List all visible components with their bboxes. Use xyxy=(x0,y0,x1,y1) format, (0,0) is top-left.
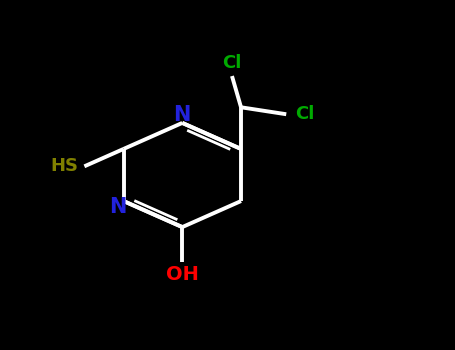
Text: Cl: Cl xyxy=(296,105,315,123)
Text: N: N xyxy=(109,197,127,217)
Text: OH: OH xyxy=(166,266,199,285)
Text: N: N xyxy=(174,105,191,125)
Text: HS: HS xyxy=(50,157,78,175)
Text: Cl: Cl xyxy=(222,54,242,72)
